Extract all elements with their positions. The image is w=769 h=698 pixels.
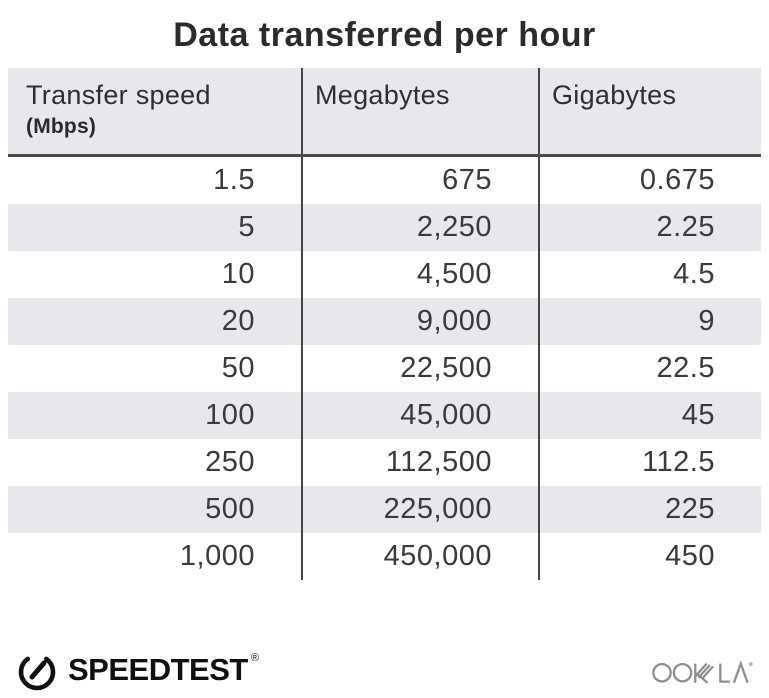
table-cell: 0.675 (538, 155, 761, 204)
table-row: 1.5 675 0.675 (8, 155, 761, 204)
ookla-letter-l (719, 663, 730, 683)
table-cell: 450 (538, 533, 761, 580)
table-cell: 4,500 (301, 251, 539, 298)
speedtest-gauge-icon (18, 656, 56, 691)
table-row: 250 112,500 112.5 (8, 439, 761, 486)
data-table: Transfer speed (Mbps) Megabytes Gigabyte… (8, 68, 761, 580)
table-cell: 675 (301, 155, 539, 204)
footer: SPEEDTEST ® (15, 646, 754, 694)
table-cell: 1.5 (213, 164, 255, 196)
table-row: 5 2,250 2.25 (8, 204, 761, 251)
table-cell: 50 (221, 352, 255, 384)
table-body: 1.5 675 0.675 5 2,250 2.25 10 4,500 4.5 20 9,000 9 5… (8, 155, 761, 580)
table-cell: 20 (221, 305, 255, 337)
ookla-logo (652, 660, 753, 684)
table-cell: 9 (538, 298, 761, 345)
col-header-label: Megabytes (315, 80, 450, 110)
col-header-gigabytes: Gigabytes (538, 68, 761, 157)
col-header-label: Transfer speed (26, 80, 211, 110)
table-cell: 5 (238, 211, 255, 243)
table-cell: 10 (221, 258, 255, 290)
table-row: 1,000 450,000 450 (8, 533, 761, 580)
table-cell: 2.25 (538, 204, 761, 251)
speedtest-wordmark: SPEEDTEST (68, 652, 248, 687)
table-row: 500 225,000 225 (8, 486, 761, 533)
table-cell: 225,000 (301, 486, 539, 533)
table-cell: 450,000 (301, 533, 539, 580)
table-cell: 250 (205, 446, 255, 478)
table-cell: 22,500 (301, 345, 539, 392)
col-header-sublabel: (Mbps) (26, 115, 97, 138)
table-cell: 112,500 (301, 439, 539, 486)
speedtest-logo: SPEEDTEST ® (15, 648, 259, 692)
table-cell: 2,250 (301, 204, 539, 251)
table-cell: 225 (538, 486, 761, 533)
table-cell: 4.5 (538, 251, 761, 298)
page-title: Data transferred per hour (173, 16, 596, 54)
table-cell: 45,000 (301, 392, 539, 439)
table-cell: 45 (538, 392, 761, 439)
table-row: 20 9,000 9 (8, 298, 761, 345)
table-cell: 112.5 (538, 439, 761, 486)
table-cell: 1,000 (179, 540, 255, 572)
ookla-letter-o1 (652, 662, 672, 683)
col-header-transfer-speed: Transfer speed (Mbps) (8, 68, 302, 157)
table-header-row: Transfer speed (Mbps) Megabytes Gigabyte… (8, 68, 761, 157)
col-header-megabytes: Megabytes (301, 68, 539, 157)
table-cell: 100 (205, 399, 255, 431)
table-cell: 500 (205, 493, 255, 525)
table-row: 10 4,500 4.5 (8, 251, 761, 298)
table-cell: 9,000 (301, 298, 539, 345)
table-row: 50 22,500 22.5 (8, 345, 761, 392)
registered-trademark-icon: ® (250, 652, 259, 664)
ookla-letter-o2 (672, 662, 693, 683)
ookla-trademark-dot (749, 662, 753, 666)
ookla-letter-k (694, 662, 714, 684)
table-cell: 22.5 (538, 345, 761, 392)
ookla-letter-a (732, 660, 749, 684)
col-header-label: Gigabytes (552, 80, 677, 110)
table-row: 100 45,000 45 (8, 392, 761, 439)
